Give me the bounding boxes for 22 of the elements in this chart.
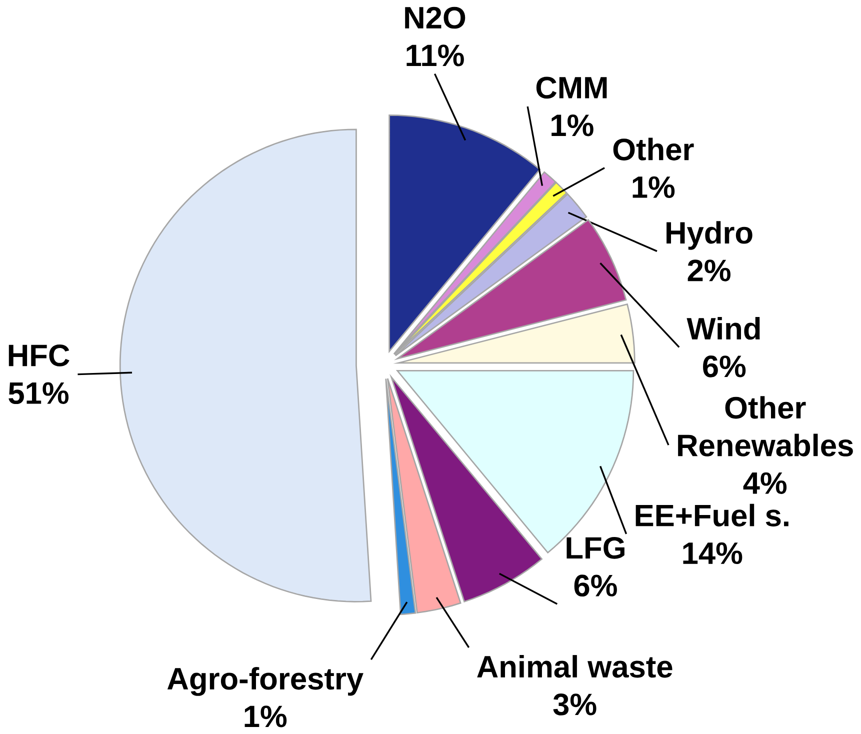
data-label: 51% [8, 382, 69, 404]
slice-label: Agro-forestry [167, 666, 364, 696]
data-label: 11% [406, 44, 464, 66]
slice-label: Hydro [666, 221, 752, 250]
data-label: 4% [743, 472, 787, 494]
slice-label: Wind [686, 316, 760, 340]
slice-label: EE+Fuel s. [636, 504, 788, 526]
data-label: 6% [574, 574, 617, 596]
data-label: 3% [553, 693, 596, 716]
slice-label: Other Renewables [678, 396, 853, 456]
data-label: 14% [683, 542, 742, 564]
data-label: 6% [703, 355, 746, 378]
slice-label: LFG [566, 536, 624, 559]
slice-label: CMM [536, 76, 607, 99]
data-label: 1% [552, 114, 594, 136]
slice-label: N2O [405, 6, 466, 29]
data-label: 1% [244, 706, 287, 728]
data-label: 2% [688, 260, 730, 282]
slice-label: Animal waste [477, 654, 672, 678]
data-label: 1% [632, 176, 675, 198]
slice-label: Other [613, 138, 694, 160]
slice-label: HFC [8, 344, 70, 366]
